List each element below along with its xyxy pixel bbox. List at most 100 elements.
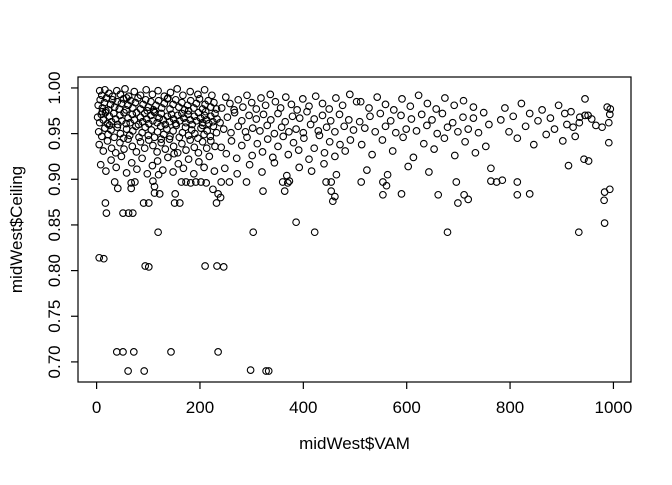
y-tick-label: 0.80 [45,254,64,287]
data-point [284,150,293,159]
data-point [513,190,522,199]
data-point [99,254,108,263]
data-point [460,190,468,199]
data-point [103,137,112,145]
data-point [245,111,253,120]
data-point [223,113,232,122]
data-point [481,142,490,151]
data-point [574,228,583,237]
data-point [158,166,167,174]
data-point [219,125,228,133]
data-point [398,95,406,103]
data-point [517,99,526,108]
data-point [113,123,122,132]
data-point [110,133,119,142]
data-point [200,85,209,94]
data-point [186,136,195,144]
data-point [131,178,139,186]
data-point [454,199,462,207]
data-point [381,100,390,109]
data-point [220,164,229,173]
data-point [331,152,339,161]
data-point [320,159,328,168]
data-point [153,157,162,165]
data-point [209,185,217,194]
data-point [300,134,308,143]
data-point [325,105,334,113]
data-point [412,127,421,135]
data-point [149,141,157,150]
data-point [232,154,241,163]
data-point [234,122,243,131]
data-point [407,115,416,123]
data-point [112,163,121,172]
data-point [379,190,387,199]
data-point [130,87,139,96]
data-point [341,147,350,155]
y-tick-label: 0.70 [45,345,64,378]
data-point [274,142,282,151]
data-point [513,134,522,143]
data-point [156,122,165,131]
data-point [259,110,268,119]
data-point [600,219,609,227]
data-point [289,138,298,147]
data-point [133,165,141,174]
data-point [186,179,195,187]
data-point [243,91,251,100]
x-tick-label: 800 [496,398,524,417]
data-point [202,179,211,187]
data-point [144,199,153,207]
data-point [335,110,344,119]
data-point [464,125,473,133]
data-point [344,116,353,124]
data-point [605,110,614,119]
data-point [311,92,320,101]
data-point [443,123,452,132]
data-point [184,106,193,115]
data-point [580,155,588,164]
data-point [122,94,131,102]
data-point [132,122,140,131]
data-point [525,109,534,118]
data-point [258,148,267,156]
data-point [201,107,210,116]
plot-area-border [77,76,632,383]
data-point [584,157,593,165]
data-point [214,348,222,356]
data-point [318,111,327,120]
data-point [571,132,580,141]
data-point [102,209,111,217]
y-tick-label: 0.90 [45,163,64,196]
data-point [237,141,246,150]
data-point [388,147,397,155]
data-point [487,164,495,173]
data-point [216,118,224,127]
data-point [217,143,226,152]
data-point [542,130,551,139]
data-point [97,132,106,141]
data-point [428,116,436,124]
data-point [164,94,172,102]
data-point [179,164,188,173]
x-tick-label: 400 [289,398,317,417]
data-point [471,148,480,157]
data-point [270,129,279,138]
data-point [513,178,522,186]
data-point [281,93,290,101]
data-point [258,168,266,176]
data-point [336,140,344,149]
data-point [464,195,473,204]
data-point [113,184,122,193]
data-point [120,108,128,117]
data-point [150,189,159,197]
data-point [170,199,179,207]
data-point [306,120,315,129]
data-point [181,123,190,132]
y-tick-label: 0.75 [45,300,64,333]
data-point [252,115,261,123]
x-tick-label: 200 [186,398,214,417]
data-point [433,129,442,138]
data-point [406,102,415,111]
